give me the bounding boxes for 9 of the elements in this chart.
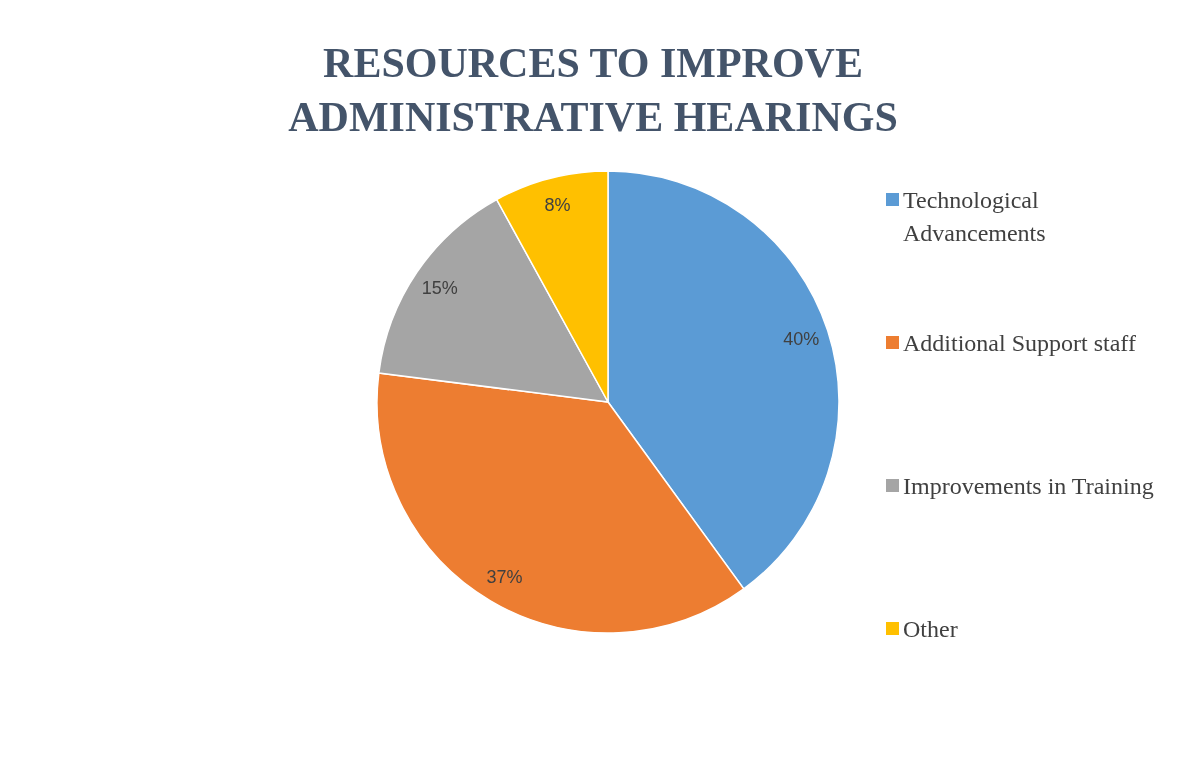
legend-label: Technological Advancements: [903, 186, 1047, 248]
data-label: 8%: [544, 195, 571, 216]
chart-title: RESOURCES TO IMPROVE ADMINISTRATIVE HEARINGS: [287, 39, 899, 142]
data-label: 15%: [421, 277, 458, 298]
legend-label: Additional Support staff: [903, 329, 1136, 358]
legend-label: Improvements in Training: [903, 472, 1154, 501]
data-label: 40%: [783, 329, 820, 350]
data-label: 37%: [486, 566, 523, 587]
legend-label: Other: [903, 615, 958, 644]
